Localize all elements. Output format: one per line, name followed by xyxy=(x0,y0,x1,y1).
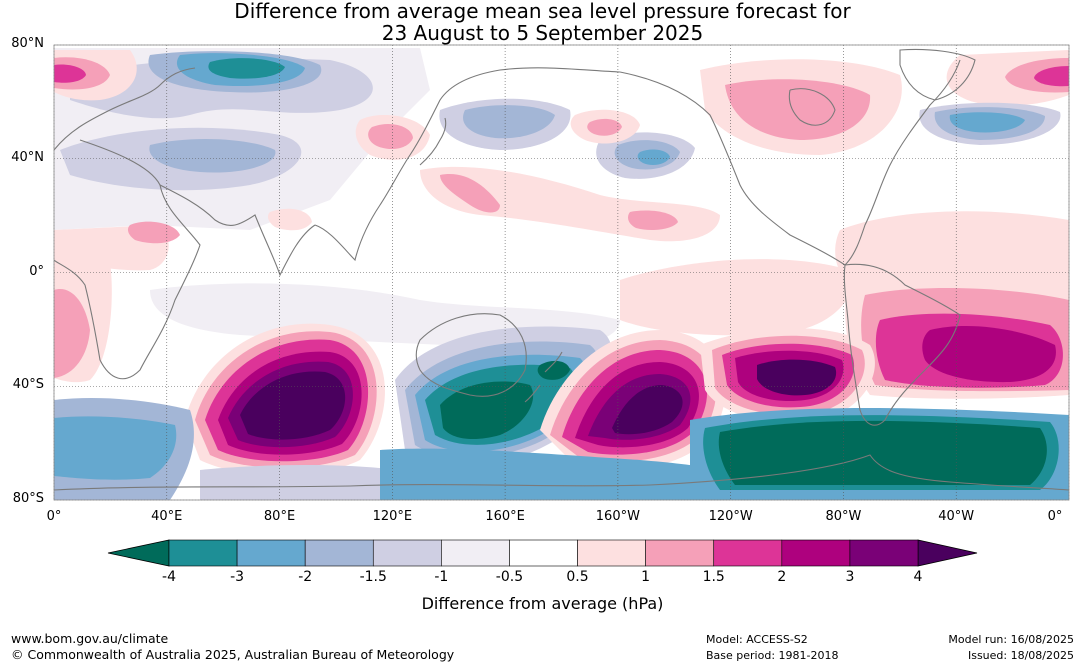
anomaly-area-central-asia-negative-2 xyxy=(149,138,276,173)
coastline-new-zealand xyxy=(524,351,563,403)
anomaly-area-sea-of-japan-core xyxy=(368,124,413,150)
anomaly-area-arctic-russia-core xyxy=(208,58,285,79)
colorbar-over-extend xyxy=(917,539,978,567)
anomaly-area-west-africa xyxy=(54,289,90,378)
colorbar-tick-label: -3 xyxy=(230,569,245,585)
colorbar-bin xyxy=(236,539,306,567)
anomaly-area-greenland-sea-core xyxy=(54,64,86,83)
lon-label: 160°E xyxy=(485,509,525,524)
coastline-hudson-bay xyxy=(788,88,836,126)
coastline-north-america xyxy=(619,59,961,266)
colorbar-bin xyxy=(713,539,783,567)
colorbar-bin xyxy=(168,539,238,567)
coastline-europe xyxy=(54,67,196,151)
colorbar-bin xyxy=(577,539,646,567)
colorbar-tick-label: -4 xyxy=(162,569,176,585)
lat-label: 0° xyxy=(29,263,44,279)
colorbar-tick-label: -1 xyxy=(434,569,449,585)
colorbar-tick-label: -1.5 xyxy=(359,569,387,585)
lon-label: 40°E xyxy=(151,509,183,524)
colorbar xyxy=(107,539,978,567)
coastline-arabia-india xyxy=(159,184,316,277)
anomaly-area-canada xyxy=(725,79,871,140)
footer-model: Model: ACCESS-S2 xyxy=(706,633,808,646)
colorbar-bin xyxy=(645,539,715,567)
anomaly-area-ne-pacific-negative-core xyxy=(637,149,670,165)
coastline-antarctica xyxy=(54,454,1069,491)
footer-model-run: Model run: 16/08/2025 xyxy=(948,633,1074,646)
colorbar-tick-label: -0.5 xyxy=(495,569,524,585)
anomaly-area-antarctic-pacific-weak xyxy=(380,448,760,500)
colorbar-tick-label: 4 xyxy=(913,569,923,585)
lat-label: 40°S xyxy=(12,377,44,393)
colorbar-tick-label: 0.5 xyxy=(566,569,589,585)
anomaly-area-tasman-core xyxy=(440,381,534,440)
coastline-greenland xyxy=(899,48,976,101)
colorbar-tick-label: 2 xyxy=(777,569,787,585)
colorbar-bin xyxy=(441,539,510,567)
colorbar-tick-label: 1.5 xyxy=(702,569,725,585)
lon-label: 80°E xyxy=(263,509,296,524)
coastlines xyxy=(54,48,1069,491)
lat-label: 80°N xyxy=(11,36,44,51)
anomaly-area-subtropical-north-pacific xyxy=(440,174,500,213)
anomaly-area-new-zealand-core xyxy=(537,360,570,380)
footer-copyright: © Commonwealth of Australia 2025, Austra… xyxy=(11,647,455,662)
anomaly-area-southern-south-atlantic-core xyxy=(718,420,1047,485)
colorbar-bin xyxy=(849,539,919,567)
map-frame xyxy=(53,44,1070,501)
coastline-south-america xyxy=(843,263,961,426)
anomaly-area-eastern-pacific-weak xyxy=(620,259,853,336)
colorbar-tick-label: 1 xyxy=(641,569,651,585)
anomaly-area-north-atlantic-negative-core xyxy=(949,112,1025,133)
anomaly-area-south-atlantic-core xyxy=(922,325,1056,383)
anomaly-area-gulf-of-alaska-core xyxy=(587,118,622,136)
lon-label: 0° xyxy=(1047,509,1063,524)
coastline-asia-east xyxy=(314,67,621,262)
anomaly-area-north-pacific-negative xyxy=(463,105,555,139)
title-line-2: 23 August to 5 September 2025 xyxy=(381,21,704,45)
lon-label: 160°W xyxy=(595,509,640,524)
lon-label: 80°W xyxy=(825,509,862,524)
anomaly-area-north-atlantic-east-core xyxy=(1034,66,1069,87)
anomaly-area-antarctic-indian xyxy=(54,416,177,480)
colorbar-bin xyxy=(372,539,442,567)
lon-label: 120°W xyxy=(708,509,753,524)
coastline-australia xyxy=(415,313,527,397)
colorbar-bin xyxy=(304,539,374,567)
anomaly-area-southern-indian-core xyxy=(240,371,346,440)
footer-url: www.bom.gov.au/climate xyxy=(11,631,169,646)
colorbar-bin xyxy=(781,539,851,567)
lat-label: 80°S xyxy=(12,491,44,506)
footer-base-period: Base period: 1981-2018 xyxy=(706,649,839,662)
anomaly-field xyxy=(54,48,1069,500)
colorbar-tick-label: -2 xyxy=(298,569,313,585)
anomaly-area-antarctic-south-weak xyxy=(200,465,405,500)
lon-label: 40°W xyxy=(938,509,975,524)
title-line-1: Difference from average mean sea level p… xyxy=(234,0,851,23)
colorbar-bin xyxy=(509,539,578,567)
lon-label: 0° xyxy=(46,509,62,524)
lat-label: 40°N xyxy=(11,149,44,165)
anomaly-area-south-pacific-central-core xyxy=(612,385,683,435)
footer-issued: Issued: 18/08/2025 xyxy=(967,649,1074,662)
colorbar-tick-label: 3 xyxy=(845,569,855,585)
colorbar-under-extend xyxy=(107,539,170,567)
anomaly-area-philippine-sea-weak xyxy=(267,208,312,231)
lon-label: 120°E xyxy=(372,509,413,524)
anomaly-area-hawaii-positive xyxy=(628,210,678,230)
colorbar-label: Difference from average (hPa) xyxy=(421,594,664,613)
